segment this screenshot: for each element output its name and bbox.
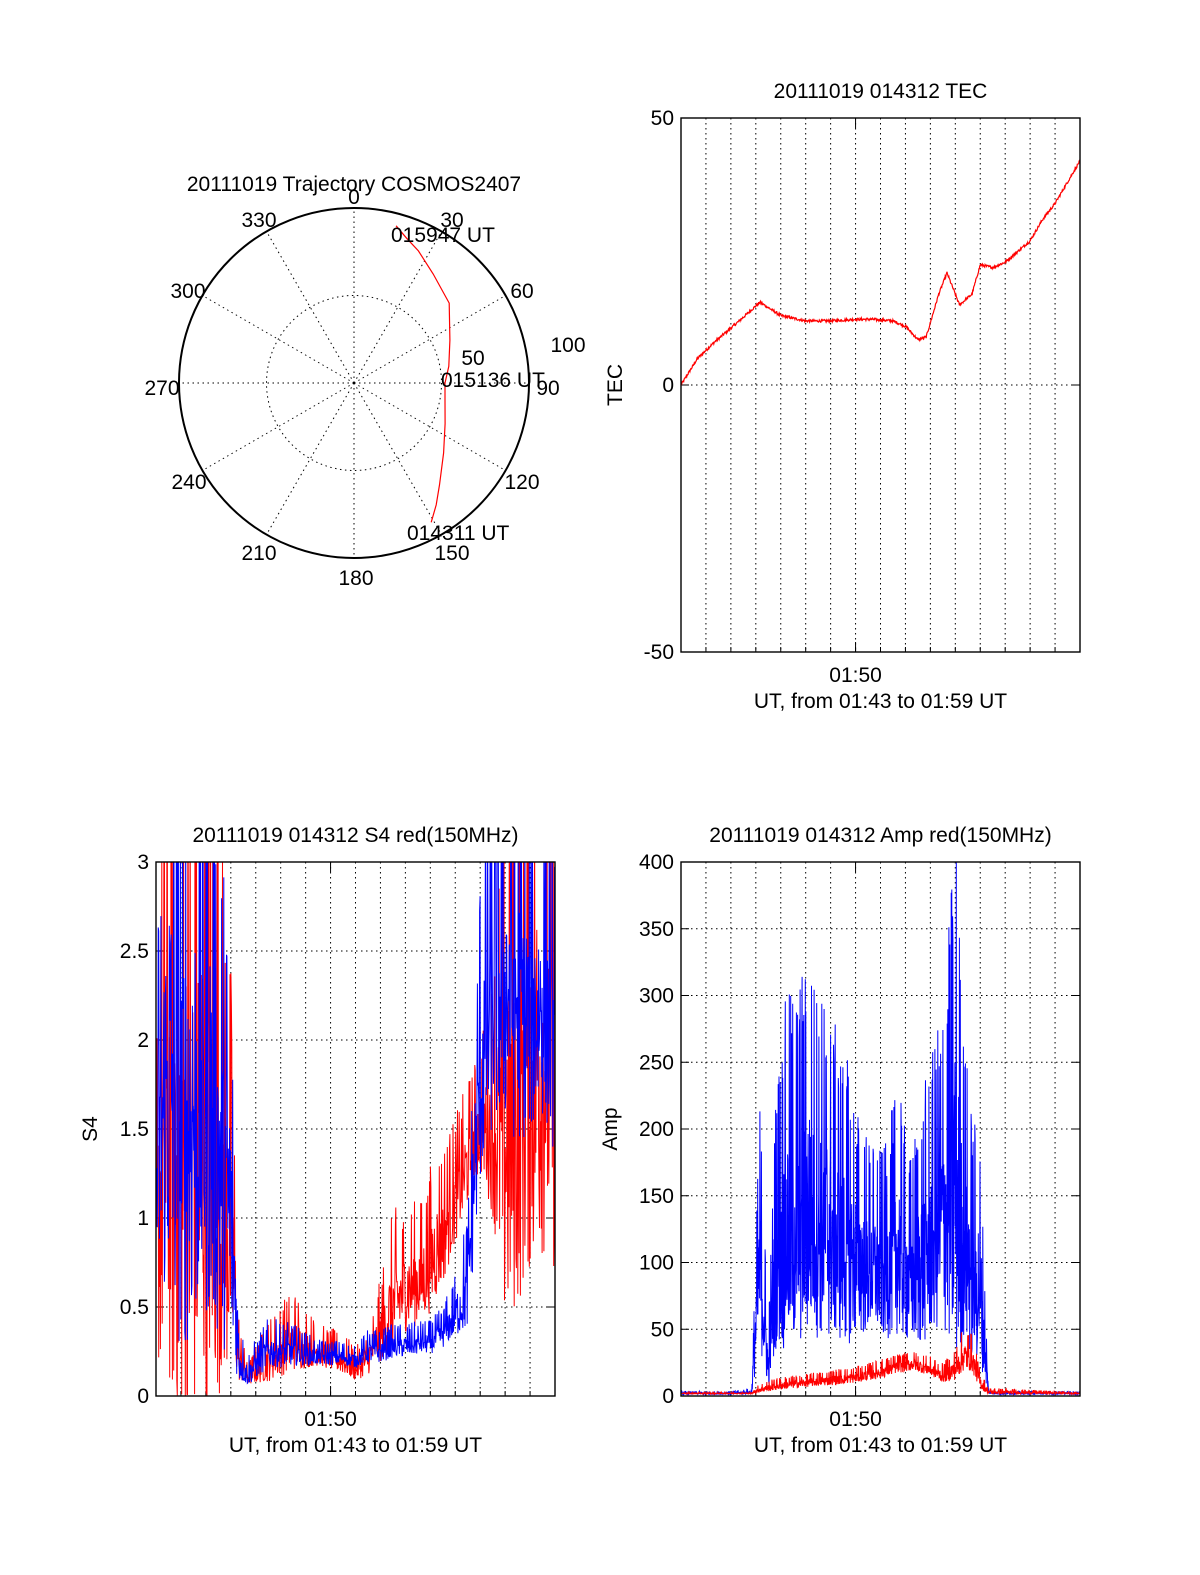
polar-angle-label: 120 — [504, 471, 539, 494]
polar-angle-label: 240 — [171, 471, 206, 494]
y-tick-label: 150 — [639, 1185, 674, 1208]
trajectory-time-label: 014311 UT — [407, 522, 510, 545]
chart-title: 20111019 014312 S4 red(150MHz) — [192, 824, 518, 847]
polar-spoke — [202, 295, 355, 384]
y-axis-label: Amp — [599, 1107, 622, 1150]
y-tick-label: 3 — [137, 851, 149, 874]
polar-spoke — [353, 295, 506, 384]
polar-angle-label: 30 — [440, 209, 463, 232]
series-line-0 — [681, 159, 1080, 386]
trajectory-time-label: 015136 UT — [441, 369, 545, 392]
y-tick-label: 0 — [662, 374, 674, 397]
plot-frame — [680, 117, 1081, 653]
polar-grid-circle — [266, 295, 442, 471]
x-tick-label: 01:50 — [829, 1408, 882, 1431]
polar-radius-label: 50 — [461, 347, 484, 370]
series-line-1 — [681, 1332, 1080, 1396]
polar-radius-label: 100 — [550, 334, 585, 357]
polar-angle-label: 60 — [510, 280, 533, 303]
x-tick-label: 01:50 — [829, 664, 882, 687]
y-tick-label: 50 — [651, 107, 674, 130]
y-tick-label: 0 — [662, 1385, 674, 1408]
trajectory-time-label: 015947 UT — [391, 224, 495, 247]
chart-title: 20111019 014312 Amp red(150MHz) — [709, 824, 1051, 847]
polar-angle-label: 210 — [241, 542, 276, 565]
polar-spoke — [353, 382, 506, 471]
y-tick-label: 250 — [639, 1051, 674, 1074]
x-axis-label: UT, from 01:43 to 01:59 UT — [754, 690, 1007, 713]
chart-1: 50 0 -50 01:50 20111019 014312 TEC UT, from 0… — [604, 80, 1081, 713]
chart-title: 20111019 Trajectory COSMOS2407 — [187, 173, 521, 196]
x-tick-label: 01:50 — [304, 1408, 357, 1431]
plot-frame — [680, 861, 1081, 1397]
polar-spoke — [353, 382, 442, 535]
y-tick-label: 50 — [651, 1318, 674, 1341]
y-tick-label: 2 — [137, 1029, 149, 1052]
polar-spoke — [266, 231, 355, 384]
polar-angle-label: 150 — [434, 542, 469, 565]
y-tick-label: 0.5 — [120, 1296, 149, 1319]
x-axis-label: UT, from 01:43 to 01:59 UT — [229, 1434, 482, 1457]
chart-3: 400 350 300 250 200 150 100 50 0 01:50 20111019 01… — [599, 824, 1081, 1457]
series-line-0 — [156, 862, 555, 1396]
polar-angle-label: 180 — [338, 567, 373, 590]
polar-angle-label: 90 — [536, 377, 559, 400]
polar-outer-circle — [178, 207, 530, 559]
polar-angle-label: 0 — [348, 186, 360, 209]
y-tick-label: -50 — [644, 641, 674, 664]
series-line-1 — [156, 862, 555, 1385]
chart-0: 0 30 60 90 120 150 180 210 240 270 300 330 50 100 0159… — [144, 173, 585, 590]
y-tick-label: 0 — [137, 1385, 149, 1408]
y-tick-label: 200 — [639, 1118, 674, 1141]
y-tick-label: 1 — [137, 1207, 149, 1230]
polar-spoke — [202, 382, 355, 471]
plot-frame — [155, 861, 556, 1397]
y-tick-label: 350 — [639, 918, 674, 941]
y-tick-label: 400 — [639, 851, 674, 874]
y-tick-label: 300 — [639, 985, 674, 1008]
polar-angle-label: 300 — [170, 280, 205, 303]
y-axis-label: S4 — [79, 1116, 102, 1142]
x-axis-label: UT, from 01:43 to 01:59 UT — [754, 1434, 1007, 1457]
y-tick-label: 2.5 — [120, 940, 149, 963]
y-tick-label: 1.5 — [120, 1118, 149, 1141]
polar-angle-label: 270 — [144, 377, 179, 400]
trajectory-line — [395, 225, 451, 523]
chart-title: 20111019 014312 TEC — [774, 80, 988, 103]
y-axis-label: TEC — [604, 364, 627, 406]
polar-spoke — [266, 382, 355, 535]
polar-angle-label: 330 — [241, 209, 276, 232]
y-tick-label: 100 — [639, 1252, 674, 1275]
chart-2: 3 2.5 2 1.5 1 0.5 0 01:50 20111019 014312 S4 red… — [79, 824, 556, 1457]
polar-spoke — [353, 231, 442, 384]
